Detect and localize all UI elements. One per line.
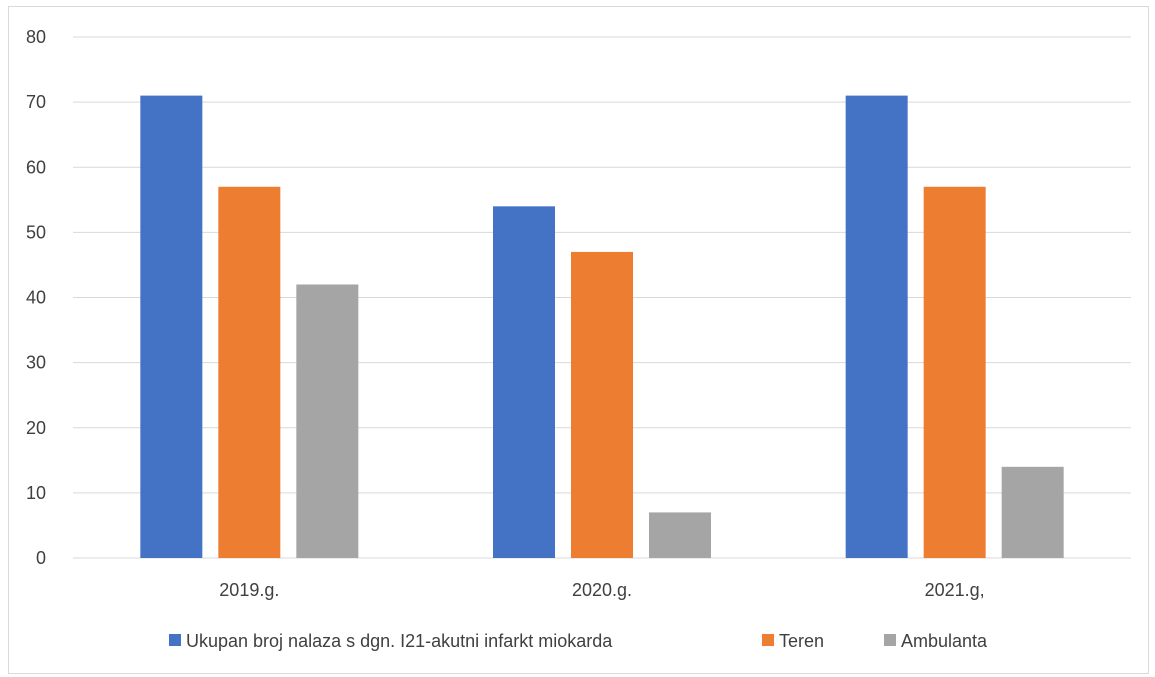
legend-swatch [169, 634, 181, 646]
legend-label: Ukupan broj nalaza s dgn. I21-akutni inf… [186, 631, 613, 651]
y-tick-label: 80 [26, 27, 46, 47]
bar-ambulanta-1 [649, 512, 711, 558]
y-tick-label: 20 [26, 418, 46, 438]
bar-ambulanta-2 [1001, 466, 1064, 558]
y-tick-label: 70 [26, 92, 46, 112]
y-axis-ticks: 0 10 20 30 40 50 60 70 80 [26, 27, 46, 568]
y-tick-label: 60 [26, 157, 46, 177]
y-tick-label: 40 [26, 288, 46, 308]
y-tick-label: 10 [26, 483, 46, 503]
bar-ambulanta-0 [296, 284, 359, 558]
y-tick-label: 30 [26, 353, 46, 373]
legend-swatch [884, 634, 896, 646]
bars [140, 95, 1064, 559]
category-label: 2021.g, [925, 580, 985, 600]
y-tick-label: 50 [26, 222, 46, 242]
legend-label: Ambulanta [901, 631, 988, 651]
bar-ukupan-1 [493, 206, 555, 558]
category-label: 2019.g. [219, 580, 279, 600]
legend-label: Teren [779, 631, 824, 651]
bar-teren-2 [923, 186, 986, 558]
y-tick-label: 0 [36, 548, 46, 568]
legend: Ukupan broj nalaza s dgn. I21-akutni inf… [169, 631, 988, 651]
x-axis-categories: 2019.g. 2020.g. 2021.g, [219, 580, 984, 600]
bar-teren-1 [571, 251, 633, 558]
bar-ukupan-2 [845, 95, 908, 559]
legend-swatch [762, 634, 774, 646]
category-label: 2020.g. [572, 580, 632, 600]
bar-teren-0 [218, 186, 281, 558]
bar-ukupan-0 [140, 95, 203, 559]
